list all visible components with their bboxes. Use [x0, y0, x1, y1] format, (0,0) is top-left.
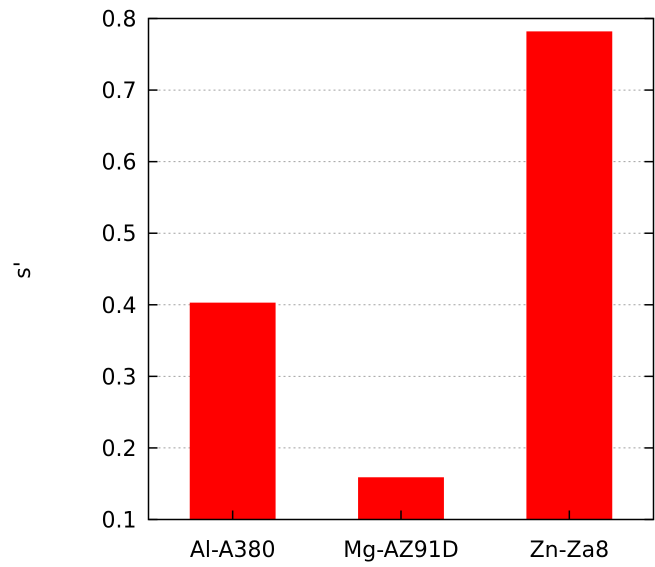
y-tick-label: 0.3	[102, 365, 137, 390]
x-tick-label: Al-A380	[190, 538, 276, 563]
y-tick-label: 0.2	[102, 437, 137, 462]
axes	[147, 17, 655, 521]
bars	[189, 31, 613, 520]
y-tick-label: 0.8	[102, 8, 137, 33]
y-tick-label: 0.7	[102, 79, 137, 104]
x-tick-label: Mg-AZ91D	[343, 538, 458, 563]
y-tick-labels: 0.1 0.2 0.3 0.4 0.5 0.6 0.7 0.8	[102, 8, 137, 534]
y-tick-label: 0.5	[102, 222, 137, 247]
bar-al-a380	[189, 302, 276, 520]
y-tick-label: 0.4	[102, 294, 137, 319]
y-axis-title: s'	[11, 261, 36, 279]
x-tick-label: Zn-Za8	[530, 538, 610, 563]
x-tick-labels: Al-A380 Mg-AZ91D Zn-Za8	[190, 538, 609, 563]
y-tick-label: 0.6	[102, 151, 137, 176]
bar-zn-za8	[526, 31, 613, 520]
y-tick-label: 0.1	[102, 509, 137, 534]
